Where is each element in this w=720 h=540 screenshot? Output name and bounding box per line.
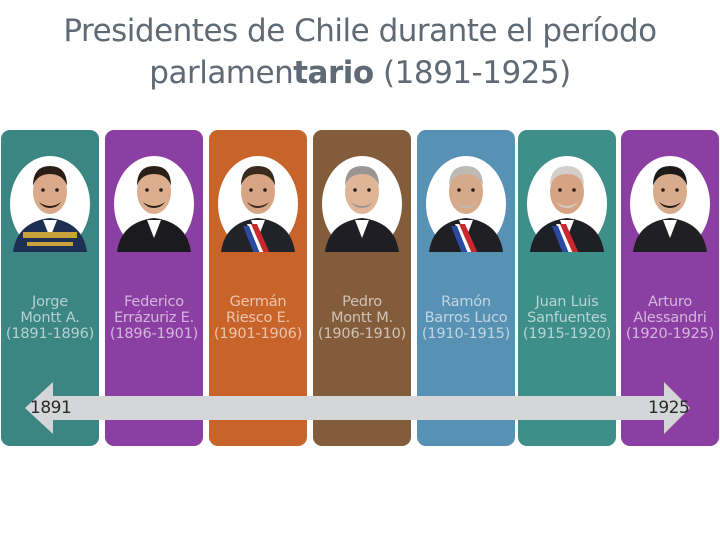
president-label-line3: (1910-1915) (421, 326, 511, 342)
arturo-alessandri-portrait (629, 152, 711, 252)
president-label-line1: Ramón (441, 294, 491, 310)
juan-luis-sanfuentes-portrait (526, 152, 608, 252)
president-label-line2: Montt M. (330, 310, 394, 326)
title-line-2-post: (1891-1925) (373, 55, 571, 91)
president-label-line3: (1906-1910) (317, 326, 407, 342)
president-label-line2: Barros Luco (424, 310, 508, 326)
president-label-line2: Errázuriz E. (113, 310, 195, 326)
president-label: Germán Riesco E. (1901-1906) (209, 294, 307, 342)
president-label-line3: (1891-1896) (5, 326, 95, 342)
president-label-line2: Sanfuentes (527, 310, 607, 326)
president-label-line3: (1901-1906) (213, 326, 303, 342)
president-label-line3: (1915-1920) (522, 326, 612, 342)
page-title: Presidentes de Chile durante el período … (0, 10, 720, 94)
timeline-start-year: 1891 (30, 398, 72, 418)
president-card: Juan Luis Sanfuentes (1915-1920) (518, 130, 616, 446)
president-card: Germán Riesco E. (1901-1906) (209, 130, 307, 446)
timeline-bar (50, 396, 665, 420)
president-label-line1: Germán (229, 294, 287, 310)
president-label: Juan Luis Sanfuentes (1915-1920) (518, 294, 616, 342)
president-label-line2: Alessandri (633, 310, 707, 326)
president-label-line2: Montt A. (20, 310, 80, 326)
president-label: Federico Errázuriz E. (1896-1901) (105, 294, 203, 342)
jorge-montt-portrait (9, 152, 91, 252)
president-label: Arturo Alessandri (1920-1925) (621, 294, 719, 342)
president-label-line1: Jorge (32, 294, 68, 310)
title-line-2: parlamentario (1891-1925) (0, 52, 720, 94)
president-card: Ramón Barros Luco (1910-1915) (417, 130, 515, 446)
ramon-barros-luco-portrait (425, 152, 507, 252)
president-label-line1: Arturo (647, 294, 693, 310)
president-card: Federico Errázuriz E. (1896-1901) (105, 130, 203, 446)
president-label-line2: Riesco E. (225, 310, 290, 326)
federico-errazuriz-portrait (113, 152, 195, 252)
president-label: Jorge Montt A. (1891-1896) (1, 294, 99, 342)
timeline-arrow-right-icon (664, 382, 690, 434)
president-label-line3: (1896-1901) (109, 326, 199, 342)
title-line-2-bold: tario (293, 55, 374, 91)
president-card: Pedro Montt M. (1906-1910) (313, 130, 411, 446)
president-label-line3: (1920-1925) (625, 326, 715, 342)
president-label: Ramón Barros Luco (1910-1915) (417, 294, 515, 342)
president-label-line1: Federico (124, 294, 184, 310)
president-label: Pedro Montt M. (1906-1910) (313, 294, 411, 342)
title-line-1: Presidentes de Chile durante el período (63, 13, 657, 49)
timeline-arrow-left-icon (25, 382, 53, 434)
president-label-line1: Pedro (342, 294, 382, 310)
timeline-end-year: 1925 (648, 398, 690, 418)
president-label-line1: Juan Luis (535, 294, 599, 310)
german-riesco-portrait (217, 152, 299, 252)
pedro-montt-portrait (321, 152, 403, 252)
title-line-2-pre: parlamen (149, 55, 294, 91)
